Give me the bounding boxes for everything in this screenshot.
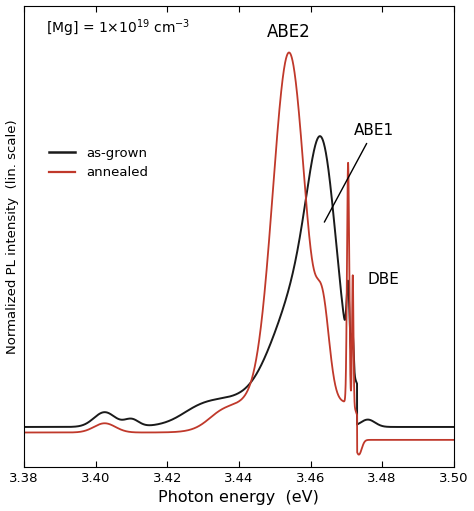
as-grown: [451, 424, 456, 430]
annealed: [286, 50, 292, 56]
X-axis label: Photon energy  (eV): Photon energy (eV): [158, 491, 319, 505]
annealed: [43, 429, 48, 435]
Text: DBE: DBE: [368, 272, 400, 287]
annealed: [177, 429, 182, 435]
annealed: [275, 119, 281, 125]
as-grown: [177, 412, 182, 419]
Line: as-grown: as-grown: [24, 136, 454, 427]
Text: ABE1: ABE1: [324, 123, 393, 222]
Text: ABE2: ABE2: [267, 23, 311, 41]
annealed: [363, 438, 368, 444]
as-grown: [317, 133, 323, 139]
annealed: [356, 452, 362, 458]
as-grown: [340, 304, 346, 310]
annealed: [294, 91, 300, 97]
Legend: as-grown, annealed: as-grown, annealed: [44, 142, 153, 184]
annealed: [340, 398, 346, 404]
as-grown: [21, 424, 27, 430]
as-grown: [294, 249, 300, 256]
as-grown: [275, 319, 281, 326]
Text: [Mg] = 1$\times$10$^{19}$ cm$^{-3}$: [Mg] = 1$\times$10$^{19}$ cm$^{-3}$: [46, 17, 190, 39]
as-grown: [426, 424, 432, 430]
as-grown: [363, 417, 368, 423]
annealed: [451, 437, 456, 443]
Line: annealed: annealed: [24, 53, 454, 455]
as-grown: [43, 424, 48, 430]
annealed: [21, 429, 27, 435]
Y-axis label: Normalized PL intensity  (lin. scale): Normalized PL intensity (lin. scale): [6, 119, 18, 354]
